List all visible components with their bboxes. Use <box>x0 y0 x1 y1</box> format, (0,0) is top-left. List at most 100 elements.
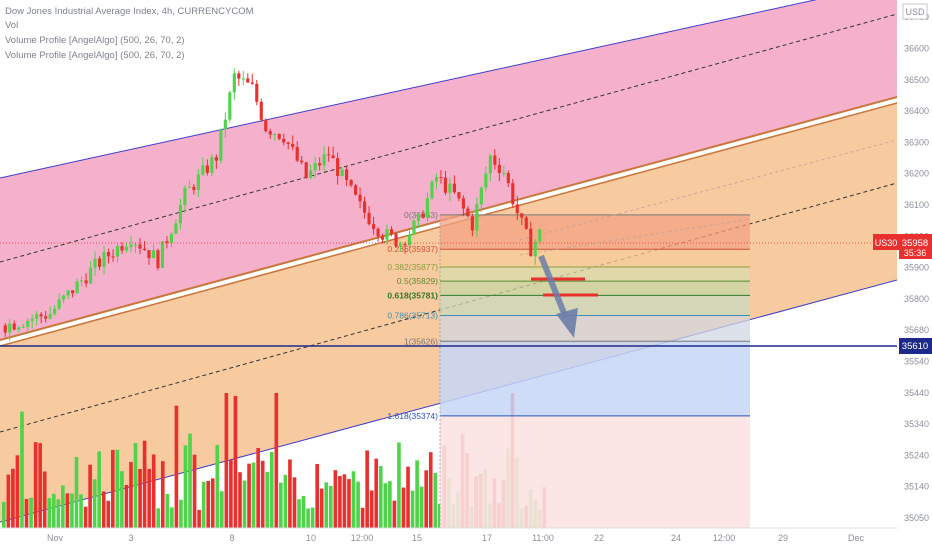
volume-bar <box>201 481 206 528</box>
volume-bar <box>129 461 133 528</box>
volume-bar <box>220 491 224 528</box>
candle-body <box>304 162 308 178</box>
volume-bar <box>210 478 215 528</box>
projection-line-2 <box>519 139 898 241</box>
volume-bar <box>83 506 88 528</box>
candle-body <box>53 308 57 315</box>
candle-body <box>371 224 376 229</box>
candle-body <box>457 192 461 199</box>
candle-body <box>529 228 533 257</box>
volume-bar <box>310 507 315 528</box>
candle-body <box>48 314 52 319</box>
y-tick-label: 35540 <box>904 357 929 367</box>
candle-body <box>439 177 443 179</box>
candle-body <box>147 250 151 259</box>
y-tick-label: 35680 <box>904 325 929 335</box>
volume-bar <box>274 393 279 528</box>
price-tag: 35958 <box>902 238 928 249</box>
fib-band <box>440 295 750 316</box>
candle-body <box>205 165 209 173</box>
candle-body <box>80 280 84 282</box>
volume-bar <box>42 471 47 528</box>
candle-body <box>250 82 254 84</box>
y-tick-label: 36200 <box>904 169 929 179</box>
candle-body <box>169 233 174 243</box>
volume-bar <box>392 500 397 528</box>
volume-bar <box>288 459 292 528</box>
volume-bar <box>56 499 61 528</box>
support-tag: 35610 <box>902 341 928 352</box>
candle-body <box>484 173 488 188</box>
volume-bar <box>170 507 174 528</box>
volume-bar <box>369 490 374 528</box>
fib-level-label: 0.236(35937) <box>387 244 438 254</box>
candle-body <box>201 165 205 175</box>
x-tick-label: 8 <box>229 533 234 543</box>
volume-bar <box>115 449 120 528</box>
y-tick-label: 35340 <box>904 419 929 429</box>
volume-bar <box>324 482 329 528</box>
candle-body <box>318 163 322 166</box>
candle-body <box>407 234 412 246</box>
volume-bar <box>183 445 188 528</box>
volume-bar <box>269 451 274 528</box>
candle-body <box>363 201 367 213</box>
fib-band <box>440 249 750 267</box>
candle-body <box>277 134 281 139</box>
volume-bar <box>65 493 70 528</box>
candle-body <box>120 246 124 251</box>
volume-bar <box>238 472 242 528</box>
volume-bar <box>351 471 356 528</box>
candle-body <box>219 129 223 161</box>
volume-bar <box>315 463 320 528</box>
candle-body <box>228 92 232 120</box>
candle-body <box>345 169 349 181</box>
volume-bar <box>101 491 106 528</box>
candle-body <box>97 258 102 267</box>
candle-body <box>389 229 394 234</box>
volume-bar <box>333 470 338 528</box>
upper-channel-midline <box>0 13 898 263</box>
volume-bar <box>70 493 74 528</box>
volume-bar <box>306 508 310 528</box>
candle-body <box>115 246 120 257</box>
x-tick-label: Dec <box>848 533 865 543</box>
volume-bar <box>383 483 388 528</box>
y-tick-label: 35140 <box>904 482 929 492</box>
fib-band <box>440 315 750 342</box>
fibonacci-retracement: 0(36053) 0.236(35937) 0.382(35877) 0.5(3582… <box>387 210 750 528</box>
candle-body <box>17 327 21 330</box>
symbol-tag: US30 <box>875 238 898 248</box>
candle-body <box>71 290 75 294</box>
candle-body <box>35 314 39 319</box>
candle-body <box>497 164 501 173</box>
candle-body <box>255 83 259 102</box>
candle-body <box>214 157 218 161</box>
fib-extension-lower-zone <box>440 415 750 528</box>
candle-body <box>241 78 245 80</box>
volume-bar <box>179 499 183 528</box>
candle-body <box>223 119 227 130</box>
candle-body <box>385 229 389 240</box>
volume-bar <box>428 452 433 528</box>
volume-bar <box>233 395 238 528</box>
channel-upper-line <box>0 0 817 179</box>
volume-bar <box>20 411 24 528</box>
volume-bar <box>120 471 124 528</box>
candle-body <box>493 155 497 165</box>
candle-body <box>160 241 165 269</box>
volume-profile-label-1: Volume Profile [AngelAlgo] (500, 26, 70,… <box>5 35 185 46</box>
candle-body <box>443 177 448 193</box>
volume-bar <box>97 451 102 528</box>
volume-bar <box>51 493 56 528</box>
volume-bar <box>365 450 369 528</box>
volume-bar <box>61 485 65 528</box>
candle-body <box>124 246 129 251</box>
candle-body <box>268 131 272 135</box>
candle-body <box>156 250 160 269</box>
projection-line <box>519 218 751 256</box>
volume-bar <box>256 447 260 528</box>
candle-body <box>133 244 138 246</box>
y-tick-label: 35440 <box>904 388 929 398</box>
